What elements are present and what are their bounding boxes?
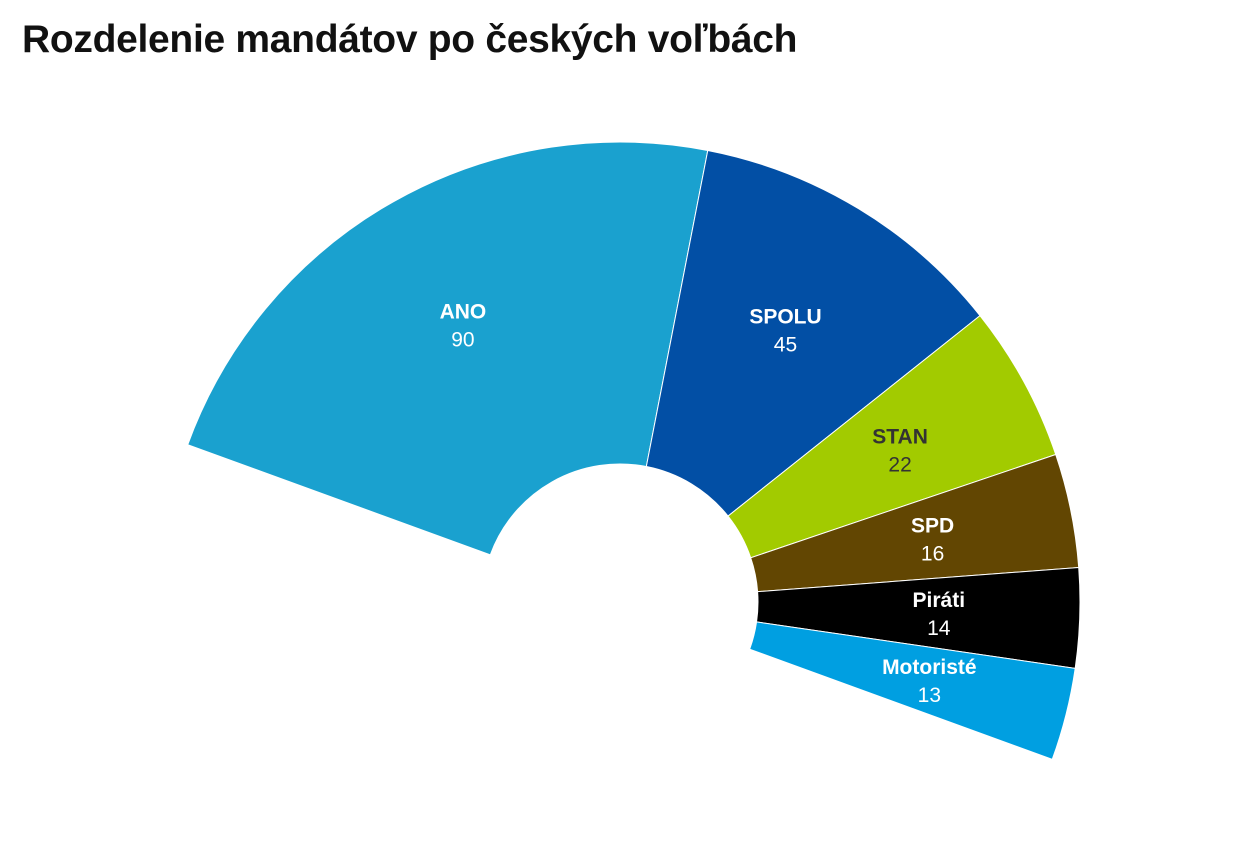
- chart-slices: [187, 141, 1081, 760]
- label-name-ano: ANO: [440, 300, 487, 323]
- label-value-ano: 90: [451, 328, 474, 351]
- label-value-motoriste: 13: [918, 684, 941, 707]
- label-name-motoriste: Motoristé: [882, 656, 977, 679]
- slice-ano: [187, 141, 709, 556]
- chart-title: Rozdelenie mandátov po českých voľbách: [22, 18, 798, 61]
- label-name-spd: SPD: [911, 514, 954, 537]
- slice-spolu: [645, 149, 981, 517]
- label-value-pirati: 14: [927, 617, 951, 640]
- label-value-spolu: 45: [774, 333, 797, 356]
- slice-motoriste: [749, 621, 1076, 760]
- label-name-pirati: Piráti: [913, 589, 966, 612]
- chart-labels: ANO 90 SPOLU 45 STAN 22 SPD 16 Piráti 14 Motoristé…: [440, 300, 977, 707]
- label-value-stan: 22: [888, 453, 911, 476]
- label-name-spolu: SPOLU: [749, 305, 821, 328]
- label-name-stan: STAN: [872, 425, 928, 448]
- label-value-spd: 16: [921, 542, 944, 565]
